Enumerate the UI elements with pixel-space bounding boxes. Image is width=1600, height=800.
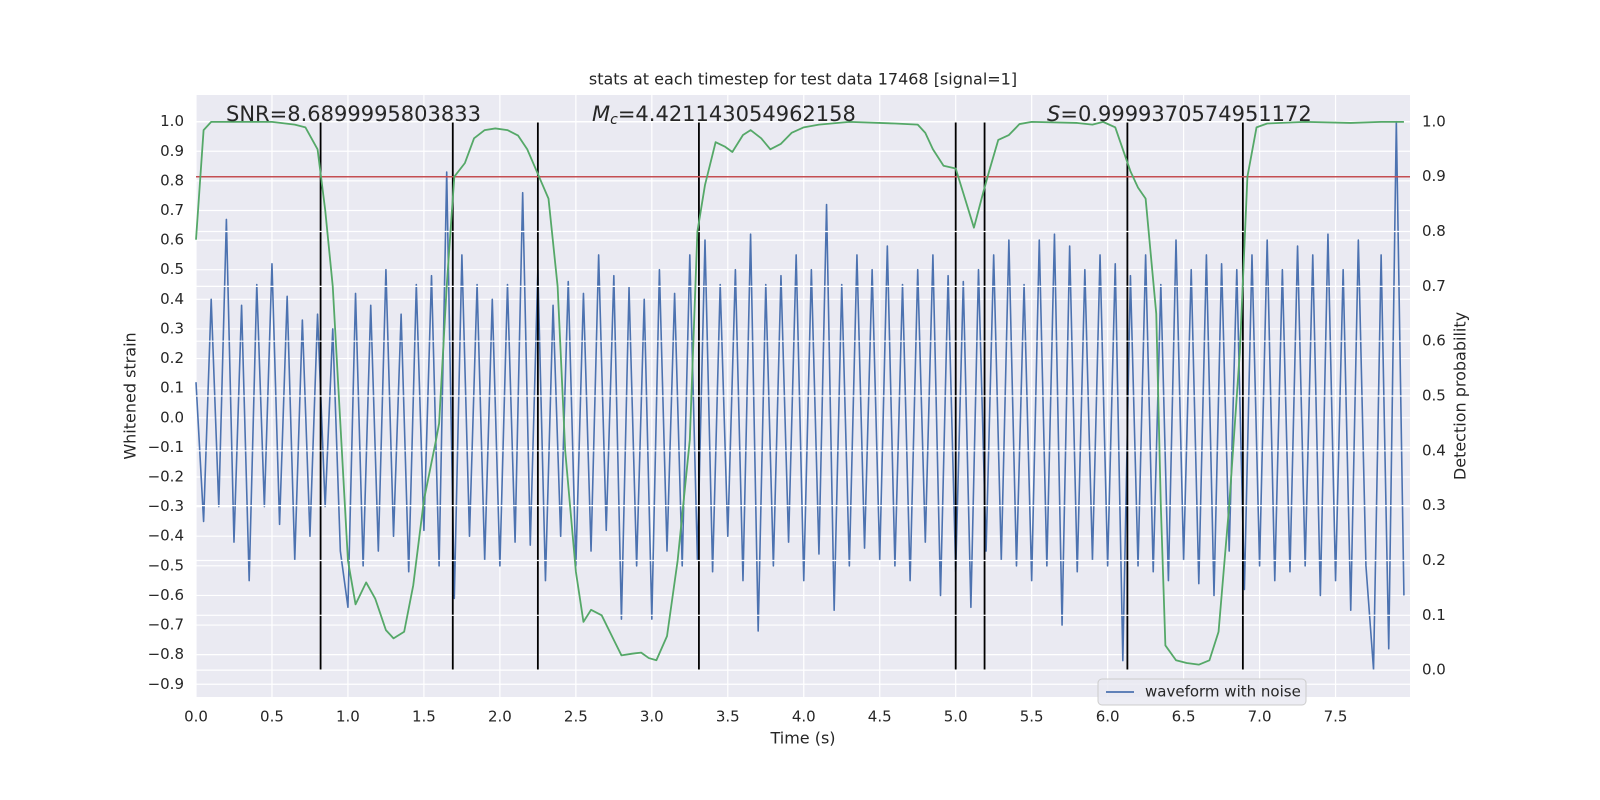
annotation-text: =4.421143054962158	[618, 102, 856, 126]
y2-tick-label: 0.9	[1422, 167, 1446, 185]
annotation-text: =0.9999370574951172	[1060, 102, 1311, 126]
y2-tick-label: 0.2	[1422, 551, 1446, 569]
y-tick-label: 0.5	[160, 260, 184, 278]
x-tick-label: 6.0	[1096, 708, 1120, 726]
y-tick-label: 1.0	[160, 112, 184, 130]
annotation-subscript: c	[610, 112, 618, 128]
annotation-text: SNR=8.6899995803833	[226, 102, 481, 126]
annotation-symbol: M	[592, 102, 610, 126]
x-tick-label: 3.5	[716, 708, 740, 726]
x-tick-label: 0.5	[260, 708, 284, 726]
y2-tick-label: 0.3	[1422, 496, 1446, 514]
y2-tick-label: 0.5	[1422, 387, 1446, 405]
series-line	[195, 120, 1405, 671]
y-tick-label: −0.1	[148, 438, 184, 456]
annotation-symbol: S	[1047, 102, 1060, 126]
y2-tick-label: 0.0	[1422, 661, 1446, 679]
x-tick-label: 7.0	[1248, 708, 1272, 726]
y2-tick-label: 0.8	[1422, 222, 1446, 240]
x-tick-label: 7.5	[1324, 708, 1348, 726]
y-tick-label: 0.3	[160, 319, 184, 337]
x-tick-label: 5.5	[1020, 708, 1044, 726]
annotation: S=0.9999370574951172	[1047, 102, 1312, 126]
y2-axis-label: Detection probability	[1451, 312, 1470, 480]
x-tick-label: 5.0	[944, 708, 968, 726]
legend: waveform with noise	[1097, 678, 1307, 706]
series-line	[195, 120, 1404, 666]
y-tick-label: 0.1	[160, 379, 184, 397]
y-tick-label: −0.7	[148, 616, 184, 634]
x-tick-label: 1.0	[336, 708, 360, 726]
y-axis-label: Whitened strain	[121, 332, 140, 459]
x-tick-label: 1.5	[412, 708, 436, 726]
legend-label: waveform with noise	[1145, 683, 1301, 701]
x-tick-label: 3.0	[640, 708, 664, 726]
y-tick-label: −0.4	[148, 527, 184, 545]
y-tick-label: −0.9	[148, 675, 184, 693]
x-tick-label: 0.0	[184, 708, 208, 726]
y2-tick-label: 0.1	[1422, 606, 1446, 624]
y-tick-label: −0.8	[148, 645, 184, 663]
secondary-axes	[195, 120, 1410, 671]
y2-tick-label: 0.4	[1422, 441, 1446, 459]
y-tick-label: 0.8	[160, 171, 184, 189]
x-axis-label: Time (s)	[769, 729, 835, 748]
y-tick-label: 0.0	[160, 408, 184, 426]
y-tick-label: −0.5	[148, 556, 184, 574]
y2-tick-label: 0.7	[1422, 277, 1446, 295]
y2-tick-label: 1.0	[1422, 112, 1446, 130]
chart-title: stats at each timestep for test data 174…	[589, 70, 1017, 89]
y-tick-label: −0.2	[148, 467, 184, 485]
y-tick-label: 0.6	[160, 231, 184, 249]
legend-box	[1097, 678, 1307, 706]
y-tick-label: −0.6	[148, 586, 184, 604]
x-tick-label: 2.0	[488, 708, 512, 726]
x-tick-label: 4.5	[868, 708, 892, 726]
y-tick-label: 0.9	[160, 142, 184, 160]
x-tick-label: 6.5	[1172, 708, 1196, 726]
annotation: SNR=8.6899995803833	[226, 102, 481, 126]
y-tick-label: 0.2	[160, 349, 184, 367]
x-tick-label: 4.0	[792, 708, 816, 726]
annotation: Mc=4.421143054962158	[592, 102, 856, 128]
y-tick-label: 0.7	[160, 201, 184, 219]
y-tick-label: 0.4	[160, 290, 184, 308]
x-tick-label: 2.5	[564, 708, 588, 726]
y-tick-label: −0.3	[148, 497, 184, 515]
y2-tick-label: 0.6	[1422, 332, 1446, 350]
